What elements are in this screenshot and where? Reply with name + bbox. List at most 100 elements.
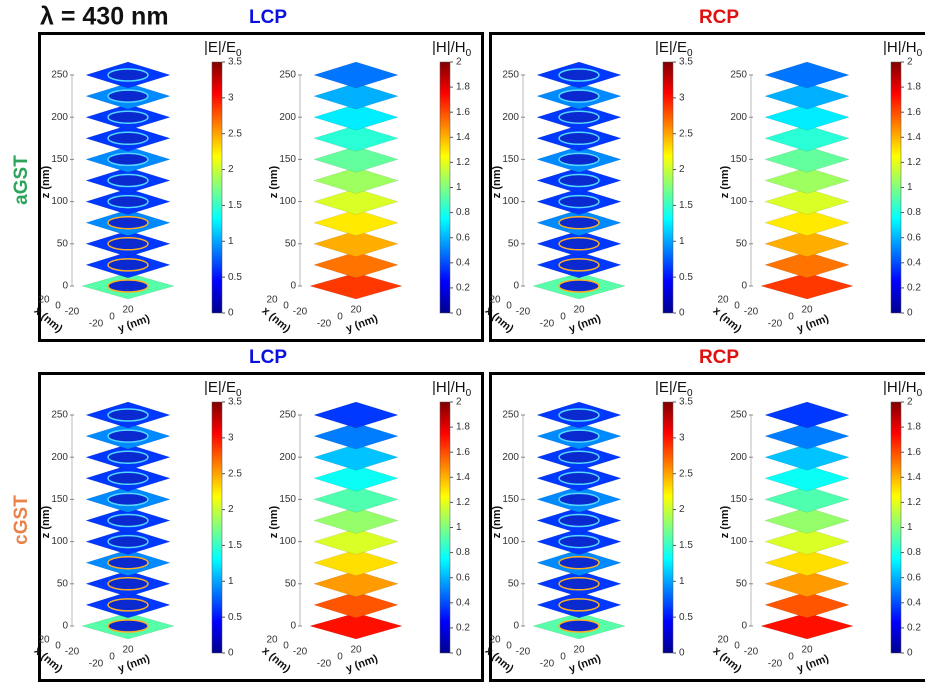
y-tick-label: 20 (573, 305, 585, 316)
row-label: cGST (11, 495, 32, 545)
field-slice (764, 167, 850, 194)
colorbar-tick-label: 2.5 (679, 468, 693, 479)
x-tick-label: 0 (283, 301, 289, 312)
colorbar-tick-label: 1.8 (907, 82, 921, 93)
colorbar-tick-label: 0 (228, 308, 234, 319)
z-axis-label: z (nm) (719, 505, 731, 538)
x-tick-label: 20 (38, 295, 50, 306)
field-slice (313, 465, 399, 492)
x-tick-label: 20 (38, 635, 50, 646)
field-ring (558, 258, 600, 272)
colorbar (211, 401, 223, 654)
colorbar-tick-label: 2 (679, 504, 685, 515)
x-tick-label: 0 (734, 641, 740, 652)
z-tick-label: 200 (730, 452, 747, 463)
z-tick-label: 50 (57, 238, 69, 249)
colorbar-tick-label: 0.6 (907, 232, 921, 243)
colorbar-tick-label: 0.2 (456, 623, 470, 634)
field-slice (764, 465, 850, 492)
field-slice (313, 549, 399, 576)
z-tick-label: 250 (502, 410, 519, 421)
z-tick-label: 200 (502, 112, 519, 123)
field-ring (107, 258, 149, 272)
field-slice (313, 188, 399, 215)
x-tick-label: 0 (506, 301, 512, 312)
z-axis-label: z (nm) (40, 505, 52, 538)
colorbar-tick-label: 2 (456, 57, 462, 68)
y-tick-label: 0 (560, 312, 566, 323)
colorbar-tick-label: 1.2 (456, 497, 470, 508)
x-tick-label: 0 (506, 641, 512, 652)
colorbar-tick-label: 2.5 (228, 128, 242, 139)
field-ring (558, 577, 600, 591)
field-slice (313, 528, 399, 555)
y-tick-label: 0 (560, 652, 566, 663)
quantity-label: |E|/E0 (204, 39, 242, 59)
x-tick-label: 0 (55, 301, 61, 312)
colorbar-tick-label: 3.5 (228, 57, 242, 68)
z-tick-label: 100 (502, 536, 519, 547)
z-tick-label: 200 (730, 112, 747, 123)
field-ring (558, 194, 600, 209)
field-slice (313, 251, 399, 279)
figure-title: λ = 430 nm (40, 3, 169, 31)
field-ring (107, 173, 149, 188)
y-tick-label: -20 (317, 659, 332, 670)
colorbar-tick-label: 2 (228, 504, 234, 515)
field-slice (313, 125, 399, 152)
z-tick-label: 50 (508, 578, 520, 589)
y-tick-label: -20 (540, 319, 555, 330)
y-axis-label: y (nm) (567, 313, 602, 336)
quantity-label: |H|/H0 (432, 379, 472, 399)
field-ring (558, 89, 600, 103)
x-tick-label: -20 (516, 647, 531, 658)
colorbar (890, 61, 902, 314)
colorbar-tick-label: 0.8 (907, 207, 921, 218)
colorbar-tick-label: 0 (228, 648, 234, 659)
colorbar-tick-label: 0.8 (907, 547, 921, 558)
field-ring (558, 429, 600, 443)
colorbar-tick-label: 1.2 (907, 497, 921, 508)
colorbar-tick-label: 3 (679, 432, 685, 443)
y-tick-label: 0 (788, 312, 794, 323)
z-tick-label: 0 (513, 281, 519, 292)
z-tick-label: 250 (502, 70, 519, 81)
z-tick-label: 200 (279, 452, 296, 463)
z-axis-label: z (nm) (268, 165, 280, 198)
field-slice (760, 272, 854, 300)
colorbar-tick-label: 1.4 (907, 132, 921, 143)
field-slice (764, 82, 850, 110)
z-tick-label: 150 (51, 494, 68, 505)
colorbar-tick-label: 0.6 (456, 572, 470, 583)
colorbar-tick-label: 0.6 (456, 232, 470, 243)
colorbar-tick-label: 0.4 (456, 257, 470, 268)
colorbar-tick-label: 0.4 (456, 597, 470, 608)
panel-heading: LCP (249, 7, 287, 28)
quantity-text: |E|/E (204, 39, 236, 56)
x-tick-label: 20 (266, 635, 278, 646)
colorbar-tick-label: 1.8 (456, 82, 470, 93)
quantity-subscript: 0 (466, 388, 472, 399)
quantity-subscript: 0 (687, 388, 693, 399)
quantity-label: |H|/H0 (883, 39, 923, 59)
colorbar-tick-label: 1.6 (456, 107, 470, 118)
colorbar-tick-label: 2.5 (679, 128, 693, 139)
x-tick-label: -20 (516, 307, 531, 318)
colorbar-tick-label: 1 (456, 522, 462, 533)
z-tick-label: 50 (285, 238, 297, 249)
field-ring (558, 513, 600, 528)
field-slice (764, 528, 850, 555)
z-tick-label: 100 (502, 196, 519, 207)
field-slice (764, 251, 850, 279)
y-tick-label: -20 (89, 319, 104, 330)
field-slice (764, 486, 850, 513)
colorbar-tick-label: 1.2 (456, 157, 470, 168)
field-ring (107, 598, 149, 612)
field-ring (107, 68, 149, 82)
colorbar-tick-label: 2 (228, 164, 234, 175)
quantity-subscript: 0 (917, 388, 923, 399)
field-slice (764, 146, 850, 173)
z-tick-label: 250 (51, 70, 68, 81)
field-ring (107, 152, 149, 167)
quantity-subscript: 0 (917, 48, 923, 59)
